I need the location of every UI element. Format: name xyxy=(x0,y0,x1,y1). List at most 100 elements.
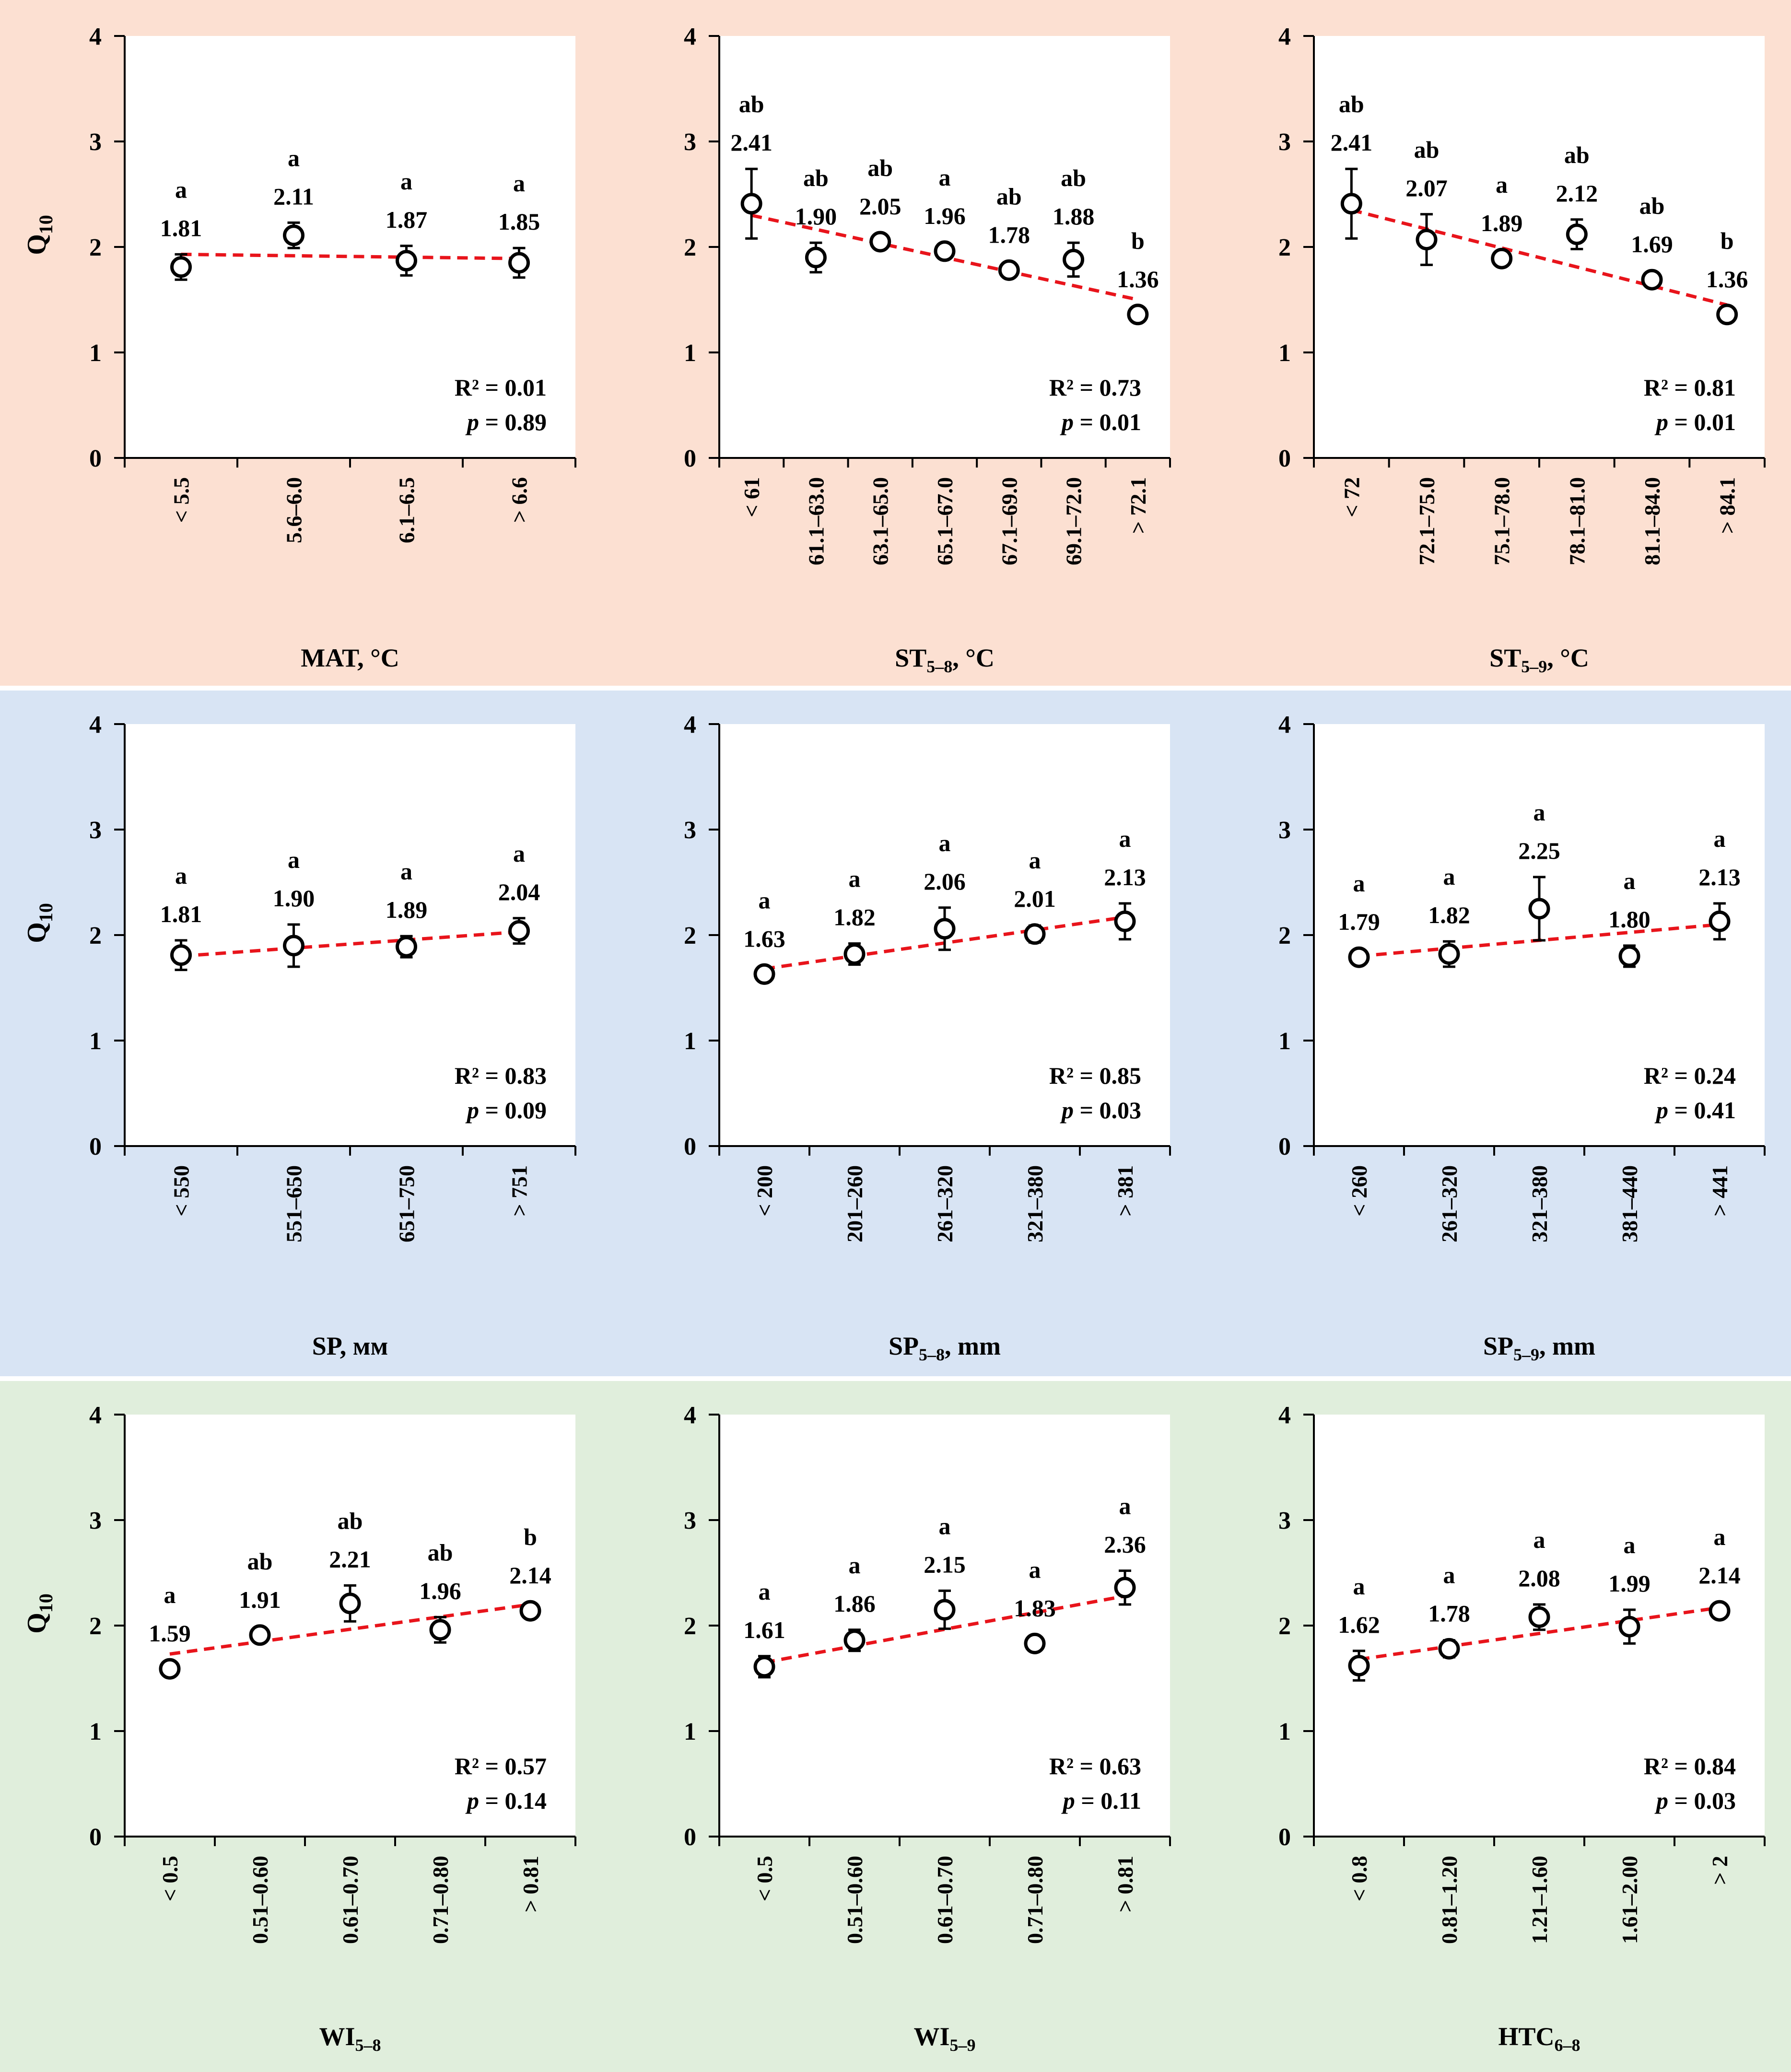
chart-1-y-axis-title: Q10 xyxy=(22,215,57,255)
chart-9-category-label: 0.81–1.20 xyxy=(1437,1856,1462,1944)
chart-5-data-point xyxy=(843,943,866,965)
chart-4-category-label: < 550 xyxy=(169,1165,194,1217)
chart-5-category-label: 201–260 xyxy=(843,1165,867,1242)
chart-3-x-axis-title: ST5–9, °C xyxy=(1489,644,1589,676)
chart-7-y-tick-label: 2 xyxy=(89,1613,102,1640)
chart-6-letter-label: a xyxy=(1443,863,1455,890)
chart-4-x-axis-title: SP, мм xyxy=(312,1332,388,1360)
chart-5-x-axis-title: SP5–8, mm xyxy=(889,1332,1001,1364)
chart-1-y-tick-label: 1 xyxy=(89,339,102,367)
chart-2-value-label: 1.36 xyxy=(1117,266,1159,293)
chart-1-data-point xyxy=(283,224,304,246)
chart-6-data-point xyxy=(1438,943,1460,965)
chart-3-r-squared: R² = 0.81 xyxy=(1644,374,1736,401)
chart-7-category-label: < 0.5 xyxy=(158,1856,182,1901)
chart-2-x-axis-title: ST5–8, °C xyxy=(895,644,995,676)
chart-4-trendline xyxy=(181,930,519,958)
chart-1-p-value: p = 0.89 xyxy=(465,409,547,435)
chart-8-letter-label: a xyxy=(759,1578,771,1605)
chart-3-data-point xyxy=(1716,304,1738,326)
chart-6-category-label: 321–380 xyxy=(1527,1165,1552,1242)
chart-7-category-label: 0.51–0.60 xyxy=(248,1856,272,1944)
chart-4-p-value: p = 0.09 xyxy=(465,1097,547,1124)
chart-8-letter-label: a xyxy=(849,1552,861,1579)
chart-3-category-label: 81.1–84.0 xyxy=(1640,477,1664,565)
chart-6-r-squared: R² = 0.24 xyxy=(1644,1062,1736,1089)
chart-3-data-point xyxy=(1491,247,1513,269)
chart-8-category-label: 0.61–0.70 xyxy=(933,1856,957,1944)
chart-9-letter-label: a xyxy=(1353,1573,1365,1600)
chart-2-category-label: 63.1–65.0 xyxy=(868,477,893,565)
chart-8-value-label: 2.15 xyxy=(924,1551,966,1578)
chart-8-letter-label: a xyxy=(1119,1493,1131,1520)
chart-5-letter-label: a xyxy=(759,887,771,913)
chart-2-category-label: 69.1–72.0 xyxy=(1062,477,1086,565)
chart-5-y-tick-label: 1 xyxy=(684,1028,696,1055)
chart-4-y-tick-label: 0 xyxy=(89,1133,102,1160)
chart-3-y-tick-label: 0 xyxy=(1278,445,1291,472)
chart-2-value-label: 1.88 xyxy=(1053,203,1095,230)
chart-8-y-tick-label: 3 xyxy=(684,1507,696,1534)
chart-5-y-tick-label: 4 xyxy=(684,711,696,738)
chart-6-y-tick-label: 0 xyxy=(1278,1133,1291,1160)
chart-4-y-tick-label: 2 xyxy=(89,922,102,949)
chart-3-data-point xyxy=(1641,269,1663,291)
chart-7-y-tick-label: 3 xyxy=(89,1507,102,1534)
chart-5-letter-label: a xyxy=(1029,847,1041,874)
chart-6-y-tick-label: 3 xyxy=(1278,817,1291,844)
chart-2-category-label: < 61 xyxy=(739,477,764,517)
chart-8-value-label: 1.83 xyxy=(1014,1594,1056,1621)
chart-3-category-label: < 72 xyxy=(1339,477,1364,517)
chart-5-value-label: 2.06 xyxy=(924,868,966,895)
chart-5-y-tick-label: 3 xyxy=(684,817,696,844)
chart-2-data-point xyxy=(1127,304,1149,326)
chart-8-category-label: 0.71–0.80 xyxy=(1023,1856,1047,1944)
chart-2-p-value: p = 0.01 xyxy=(1060,409,1141,435)
chart-8-value-label: 2.36 xyxy=(1104,1531,1146,1558)
chart-7-p-value: p = 0.14 xyxy=(465,1787,547,1814)
chart-3-value-label: 1.36 xyxy=(1706,266,1748,293)
chart-8-value-label: 1.61 xyxy=(743,1616,785,1643)
chart-6-p-value: p = 0.41 xyxy=(1654,1097,1736,1124)
chart-2-letter-label: a xyxy=(939,164,951,191)
chart-8-p-value: p = 0.11 xyxy=(1061,1787,1141,1814)
chart-9-y-tick-label: 3 xyxy=(1278,1507,1291,1534)
chart-5-value-label: 1.82 xyxy=(833,904,876,931)
chart-6-value-label: 1.82 xyxy=(1428,901,1470,928)
chart-5-y-tick-label: 2 xyxy=(684,922,696,949)
chart-4-category-label: 551–650 xyxy=(282,1165,306,1242)
chart-2-data-point xyxy=(869,231,891,253)
chart-7-value-label: 2.21 xyxy=(329,1545,371,1572)
chart-1-data-point xyxy=(508,252,530,274)
chart-3-value-label: 1.89 xyxy=(1481,210,1523,236)
chart-5-data-point xyxy=(1024,923,1046,945)
chart-5-letter-label: a xyxy=(849,866,861,892)
chart-1-y-tick-label: 4 xyxy=(89,23,102,50)
chart-6-value-label: 2.13 xyxy=(1698,864,1741,890)
chart-2-y-tick-label: 2 xyxy=(684,234,696,261)
chart-5-value-label: 2.01 xyxy=(1014,885,1056,912)
chart-7-category-label: > 0.81 xyxy=(518,1856,543,1912)
chart-6-data-point xyxy=(1618,945,1640,967)
chart-8-y-tick-label: 0 xyxy=(684,1824,696,1851)
chart-1-trendline xyxy=(181,252,519,260)
chart-9-x-axis-title: HTC6–8 xyxy=(1498,2022,1580,2055)
chart-8-data-point xyxy=(1114,1577,1136,1599)
chart-2-category-label: > 72.1 xyxy=(1126,477,1150,534)
chart-6-y-tick-label: 1 xyxy=(1278,1028,1291,1055)
chart-3-category-label: > 84.1 xyxy=(1715,477,1740,534)
chart-6-data-point xyxy=(1528,898,1550,920)
chart-9-data-point xyxy=(1438,1638,1460,1660)
chart-4-data-point xyxy=(508,920,530,942)
chart-9-data-point xyxy=(1709,1600,1731,1622)
chart-4-plot-area xyxy=(125,724,575,1146)
chart-9-data-point xyxy=(1348,1655,1370,1677)
chart-3-category-label: 72.1–75.0 xyxy=(1415,477,1439,565)
chart-8-r-squared: R² = 0.63 xyxy=(1049,1753,1141,1779)
chart-6-category-label: > 441 xyxy=(1708,1165,1732,1217)
chart-4-letter-label: a xyxy=(513,840,525,867)
chart-3-y-tick-label: 3 xyxy=(1278,129,1291,156)
chart-9-letter-label: a xyxy=(1714,1523,1726,1550)
chart-2-category-label: 67.1–69.0 xyxy=(997,477,1021,565)
chart-2-y-tick-label: 3 xyxy=(684,129,696,156)
